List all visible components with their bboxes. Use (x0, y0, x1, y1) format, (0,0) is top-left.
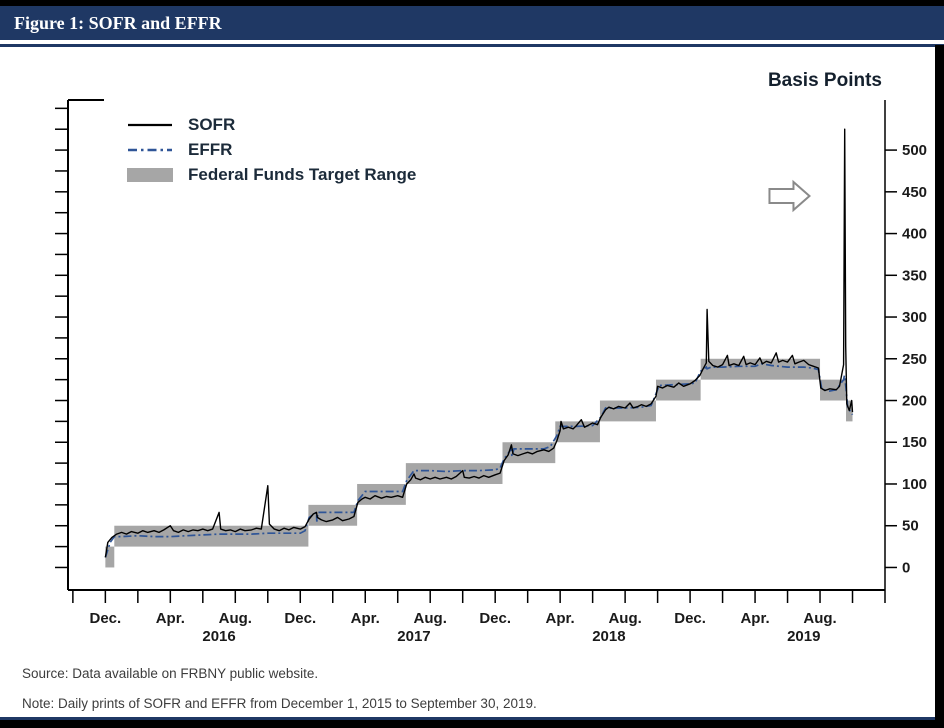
bottom-border (0, 720, 944, 728)
spike-annotation-arrow-icon (768, 179, 811, 213)
target-range-bands (105, 358, 853, 568)
axes (55, 99, 886, 603)
x-year-label: 2018 (592, 628, 625, 645)
x-tick-label: Apr. (351, 610, 380, 627)
source-note: Source: Data available on FRBNY public w… (22, 666, 319, 681)
legend-label-sofr: SOFR (188, 115, 236, 134)
legend-label-target-range: Federal Funds Target Range (188, 165, 417, 184)
sofr-line (104, 128, 854, 558)
x-tick-label: Aug. (414, 610, 447, 627)
right-border (935, 45, 944, 728)
y-tick-label: 450 (902, 184, 927, 201)
x-tick-label: Apr. (740, 610, 769, 627)
figure-header-bar: Figure 1: SOFR and EFFR (0, 6, 944, 40)
y-tick-label: 0 (902, 559, 910, 576)
target-range-step (700, 358, 821, 380)
legend-item-target-range: Federal Funds Target Range (126, 164, 416, 186)
data-note: Note: Daily prints of SOFR and EFFR from… (22, 696, 537, 711)
target-range-step (308, 504, 358, 526)
x-tick-label: Aug. (608, 610, 641, 627)
x-year-label: 2017 (397, 628, 430, 645)
legend-item-effr: EFFR (126, 139, 416, 161)
y-tick-label: 150 (902, 434, 927, 451)
y-tick-label: 350 (902, 267, 927, 284)
x-tick-label: Aug. (803, 610, 836, 627)
x-tick-label: Aug. (219, 610, 252, 627)
x-tick-label: Dec. (674, 610, 706, 627)
x-tick-label: Apr. (546, 610, 575, 627)
target-range-step (357, 483, 406, 505)
x-tick-label: Dec. (90, 610, 122, 627)
x-tick-label: Apr. (156, 610, 185, 627)
figure-title: Figure 1: SOFR and EFFR (14, 12, 222, 33)
legend-item-sofr: SOFR (126, 114, 416, 136)
top-border (0, 0, 944, 6)
x-year-label: 2019 (787, 628, 820, 645)
y-tick-label: 300 (902, 309, 927, 326)
effr-line-swatch (128, 148, 172, 152)
target-range-swatch (127, 168, 173, 182)
sofr-line-swatch (128, 123, 172, 127)
y-tick-label: 50 (902, 518, 919, 535)
y-axis-title: Basis Points (767, 70, 882, 91)
effr-line (104, 362, 854, 558)
target-range-step (599, 400, 656, 422)
y-tick-label: 250 (902, 351, 927, 368)
y-tick-label: 500 (902, 142, 927, 159)
header-rule (0, 44, 944, 47)
x-year-label: 2016 (202, 628, 235, 645)
y-axis-right-labels: 0 50 100 150 200 250 300 350 400 450 500 (885, 142, 927, 576)
y-tick-label: 400 (902, 226, 927, 243)
legend-label-effr: EFFR (188, 140, 233, 159)
chart-legend: SOFR EFFR Federal Funds Target Range (126, 114, 416, 186)
target-range-step (105, 546, 115, 568)
x-tick-label: Dec. (479, 610, 511, 627)
target-range-step (405, 463, 503, 484)
x-axis-labels: Dec. Apr. Aug. Dec. Apr. Aug. Dec. Apr. Aug. Dec.… (90, 610, 837, 645)
y-tick-label: 100 (902, 476, 927, 493)
y-tick-label: 200 (902, 393, 927, 410)
footer-rule (0, 717, 944, 720)
x-tick-label: Dec. (284, 610, 316, 627)
